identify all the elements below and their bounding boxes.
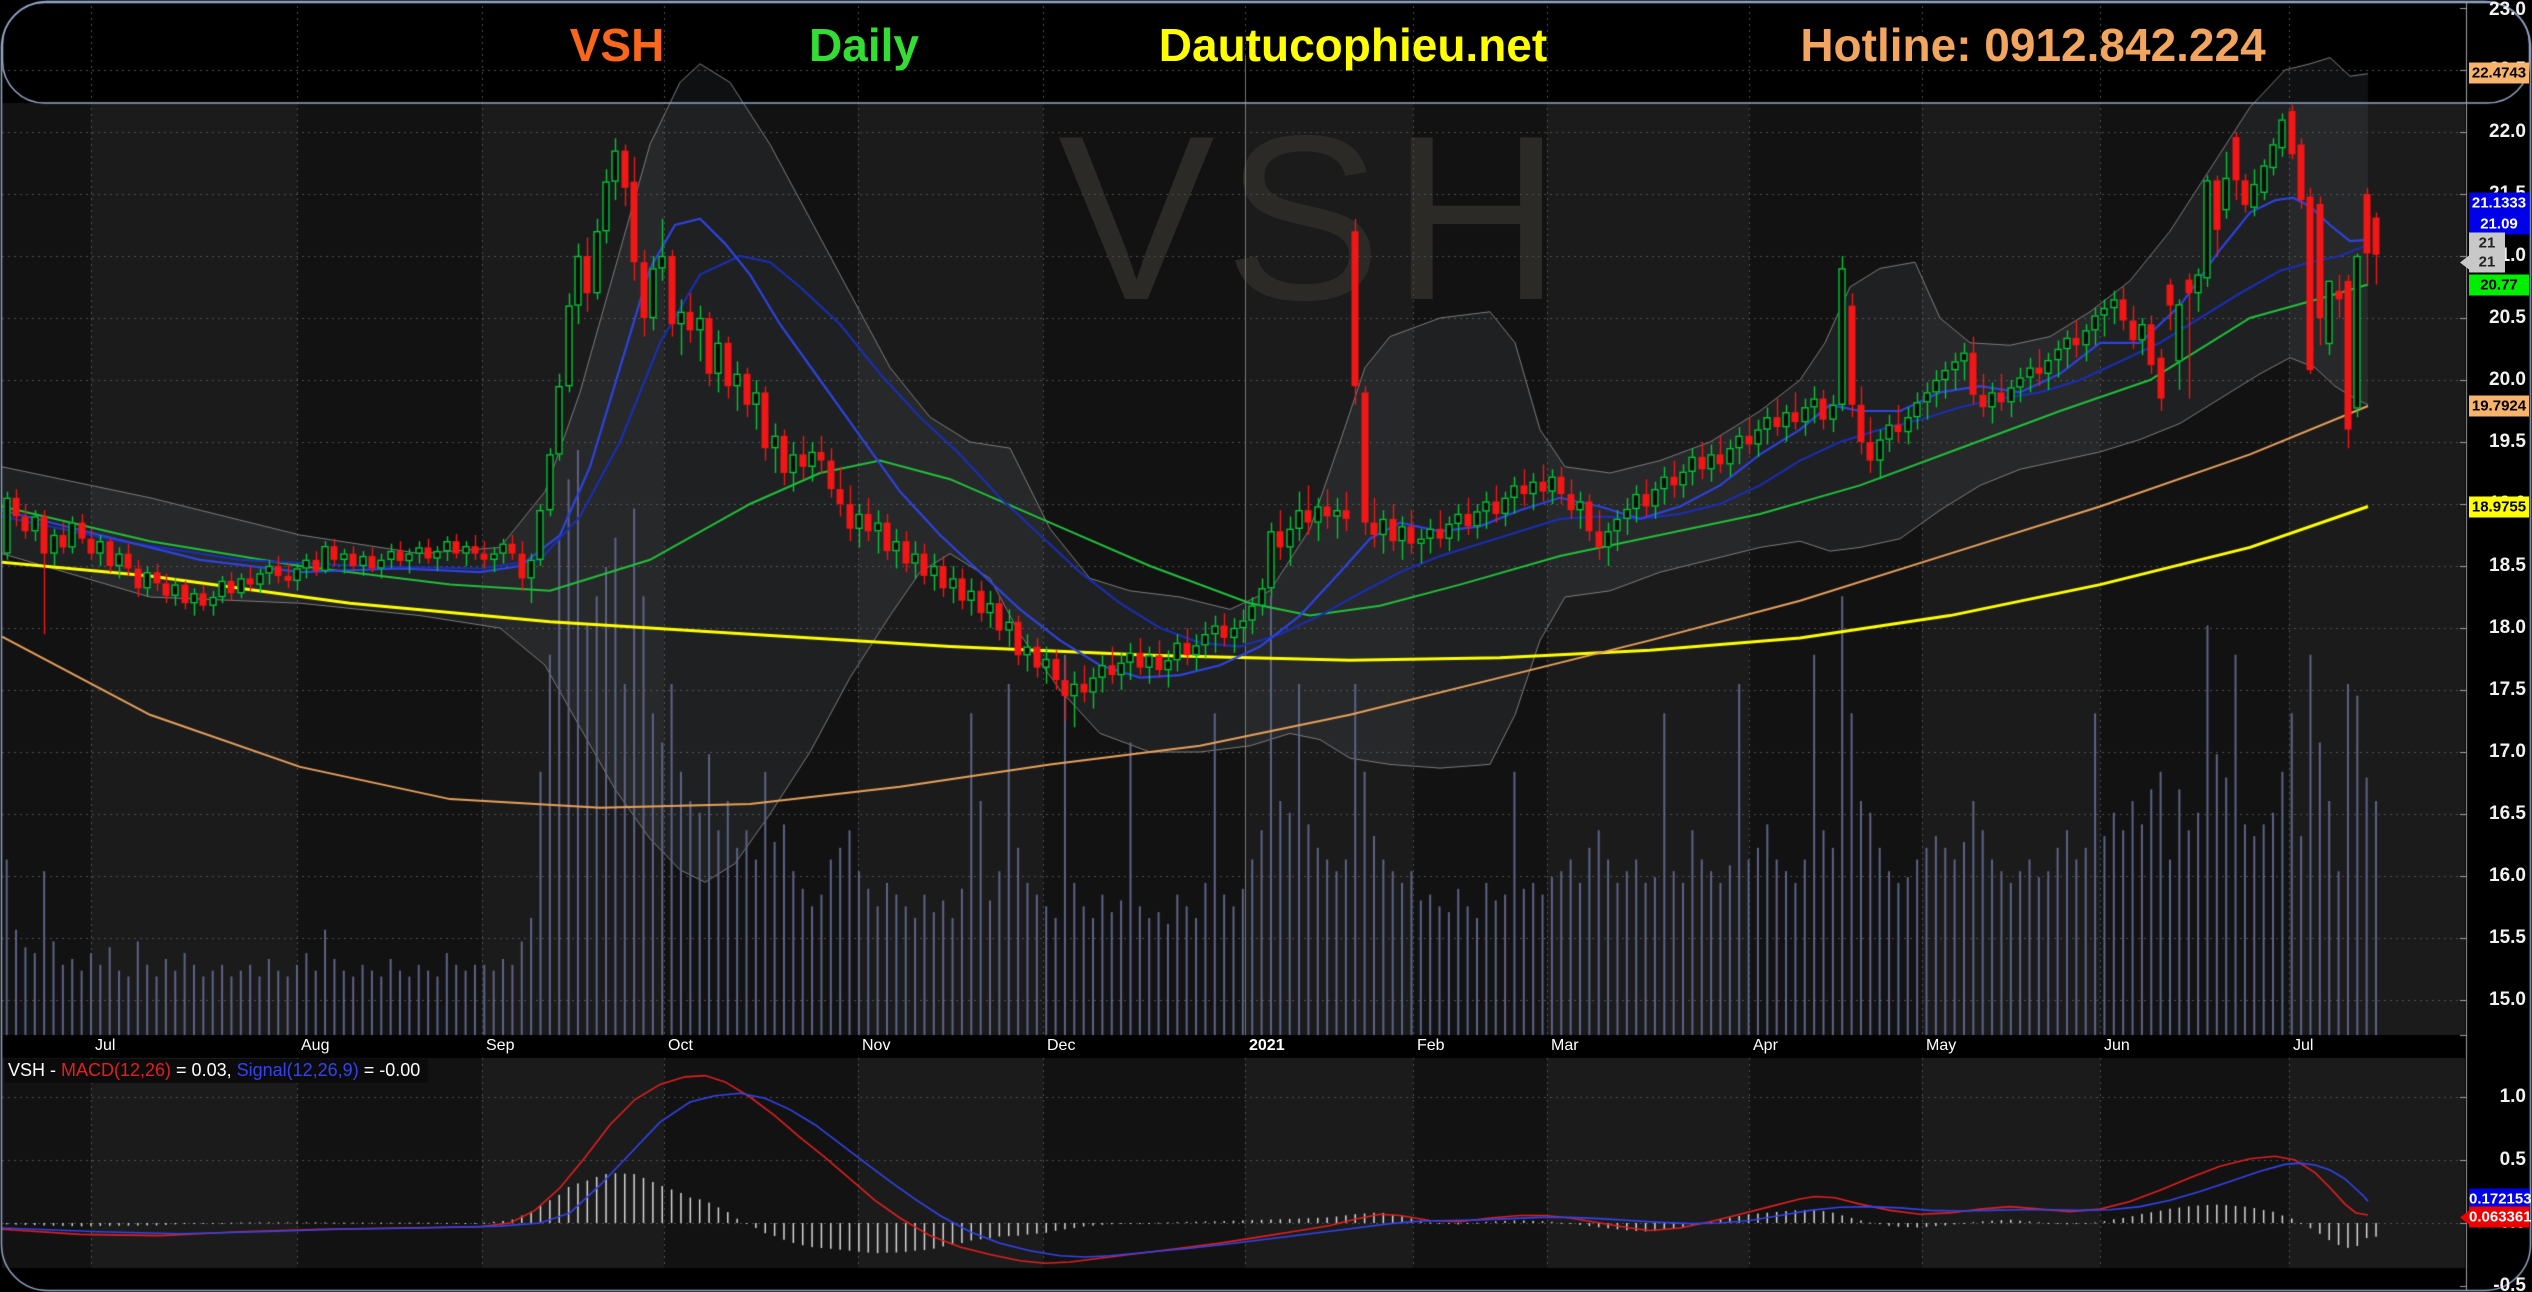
axis-tick-label: 22.0 xyxy=(2489,121,2526,142)
macd-indicator-title: VSH - MACD(12,26) = 0.03, Signal(12,26,9… xyxy=(4,1059,429,1083)
macd-title-prefix: VSH - xyxy=(8,1060,62,1080)
price-tag-arrow-icon xyxy=(2460,1210,2469,1224)
axis-tick-label: 23.0 xyxy=(2489,0,2526,20)
axis-tick-label: -0.5 xyxy=(2493,1275,2526,1292)
time-axis-label: Jul xyxy=(95,1037,116,1054)
axis-tick-label: 18.0 xyxy=(2489,617,2526,638)
time-axis-label: Nov xyxy=(862,1037,891,1054)
time-axis-label: Oct xyxy=(668,1037,693,1054)
price-tag: 21 xyxy=(2469,232,2505,254)
axis-tick-label: 17.0 xyxy=(2489,741,2526,762)
axis-tick-label: 15.5 xyxy=(2489,927,2526,948)
axis-tick-label: 19.5 xyxy=(2489,431,2526,452)
time-axis-label: Mar xyxy=(1551,1037,1579,1054)
axis-tick-label: 1.0 xyxy=(2499,1086,2526,1107)
time-axis-label: 2021 xyxy=(1249,1037,1285,1054)
price-tag: 22.4743 xyxy=(2469,62,2529,84)
time-axis-label: Dec xyxy=(1047,1037,1076,1054)
macd-name: MACD(12,26) xyxy=(61,1060,172,1080)
time-axis-label: Jul xyxy=(2293,1037,2314,1054)
axis-tick-label: 15.0 xyxy=(2489,989,2526,1010)
symbol-title: VSH xyxy=(569,19,665,71)
price-tag: 18.9755 xyxy=(2469,496,2529,518)
time-axis-label: Aug xyxy=(301,1037,330,1054)
time-axis-label: Apr xyxy=(1753,1037,1778,1054)
price-tag: 19.7924 xyxy=(2469,395,2529,417)
signal-name: Signal(12,26,9) xyxy=(236,1060,359,1080)
axis-tick-label: 20.0 xyxy=(2489,369,2526,390)
axis-tick-label: 20.5 xyxy=(2489,307,2526,328)
time-axis-label: Sep xyxy=(486,1037,515,1054)
time-axis-label: May xyxy=(1926,1037,1957,1054)
axis-tick-label: 18.5 xyxy=(2489,555,2526,576)
signal-value: = -0.00 xyxy=(358,1060,421,1080)
price-tag: 0.063361 xyxy=(2460,1206,2532,1228)
timeframe-label: Daily xyxy=(809,19,919,71)
axis-tick-label: 17.5 xyxy=(2489,679,2526,700)
axis-tick-label: 0.5 xyxy=(2499,1149,2526,1170)
price-tag: 21 xyxy=(2460,251,2505,273)
axis-tick-label: 16.0 xyxy=(2489,865,2526,886)
hotline-label: Hotline: 0912.842.224 xyxy=(1800,19,2266,71)
price-tag: 20.77 xyxy=(2469,274,2529,296)
site-title: Dautucophieu.net xyxy=(1158,19,1548,71)
price-tag-arrow-icon xyxy=(2460,255,2469,269)
axis-tick-label: 16.5 xyxy=(2489,803,2526,824)
time-axis-label: Jun xyxy=(2104,1037,2130,1054)
price-tag: 0.172153 xyxy=(2469,1188,2532,1210)
time-axis-label: Feb xyxy=(1417,1037,1445,1054)
price-tag: 21.1333 xyxy=(2469,192,2529,214)
macd-value: = 0.03, xyxy=(171,1060,237,1080)
price-tag: 21.09 xyxy=(2469,213,2529,235)
